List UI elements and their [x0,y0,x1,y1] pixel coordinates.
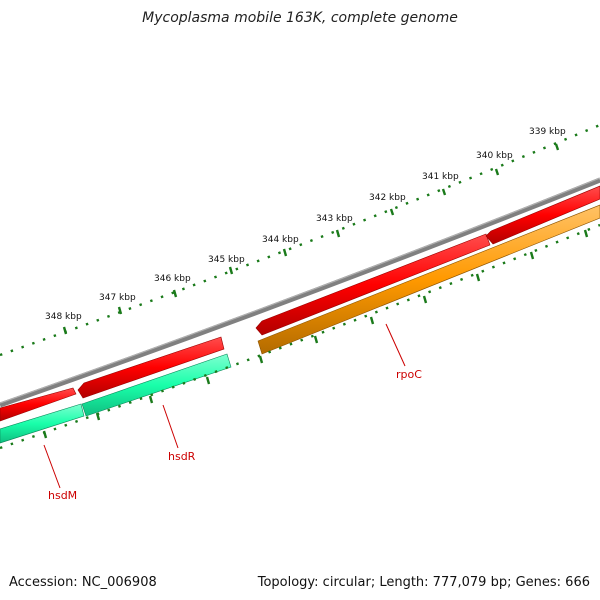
leader-rpoC [385,323,406,367]
gene-hsdM [0,403,85,444]
cds-forward-3 [255,233,491,336]
kbp-label-341: 341 kbp [422,172,459,182]
tick-ring-inner [0,223,600,450]
major-ticks [62,143,560,335]
kbp-label-344: 344 kbp [262,235,299,245]
tick-ring-outer [0,123,600,357]
cds-reverse-track [0,204,600,444]
kbp-label-343: 343 kbp [316,214,353,224]
kbp-label-339: 339 kbp [529,127,566,137]
gene-hsdR [81,353,232,417]
inner-major-ticks [42,229,589,439]
label-rpoC: rpoC [396,368,422,381]
gene-rpoC [257,204,600,355]
kbp-label-348: 348 kbp [45,312,82,322]
label-hsdR: hsdR [168,450,196,463]
genome-backbone [0,177,600,408]
cds-forward-track [0,185,600,422]
genome-summary-text: Topology: circular; Length: 777,079 bp; … [257,575,590,590]
leader-hsdM [43,444,61,489]
cds-forward-4 [485,185,600,245]
gene-labels: hsdM hsdR rpoC [43,323,422,502]
map-title: Mycoplasma mobile 163K, complete genome [142,10,458,26]
kbp-label-347: 347 kbp [99,293,136,303]
kbp-labels: 339 kbp 340 kbp 341 kbp 342 kbp 343 kbp … [45,127,566,322]
label-hsdM: hsdM [48,489,77,502]
leader-hsdR [162,404,179,449]
kbp-label-345: 345 kbp [208,255,245,265]
cds-forward-2 [77,336,225,399]
kbp-label-342: 342 kbp [369,193,406,203]
kbp-label-346: 346 kbp [154,274,191,284]
cds-forward-1 [0,387,77,422]
kbp-label-340: 340 kbp [476,151,513,161]
accession-text: Accession: NC_006908 [9,575,157,590]
